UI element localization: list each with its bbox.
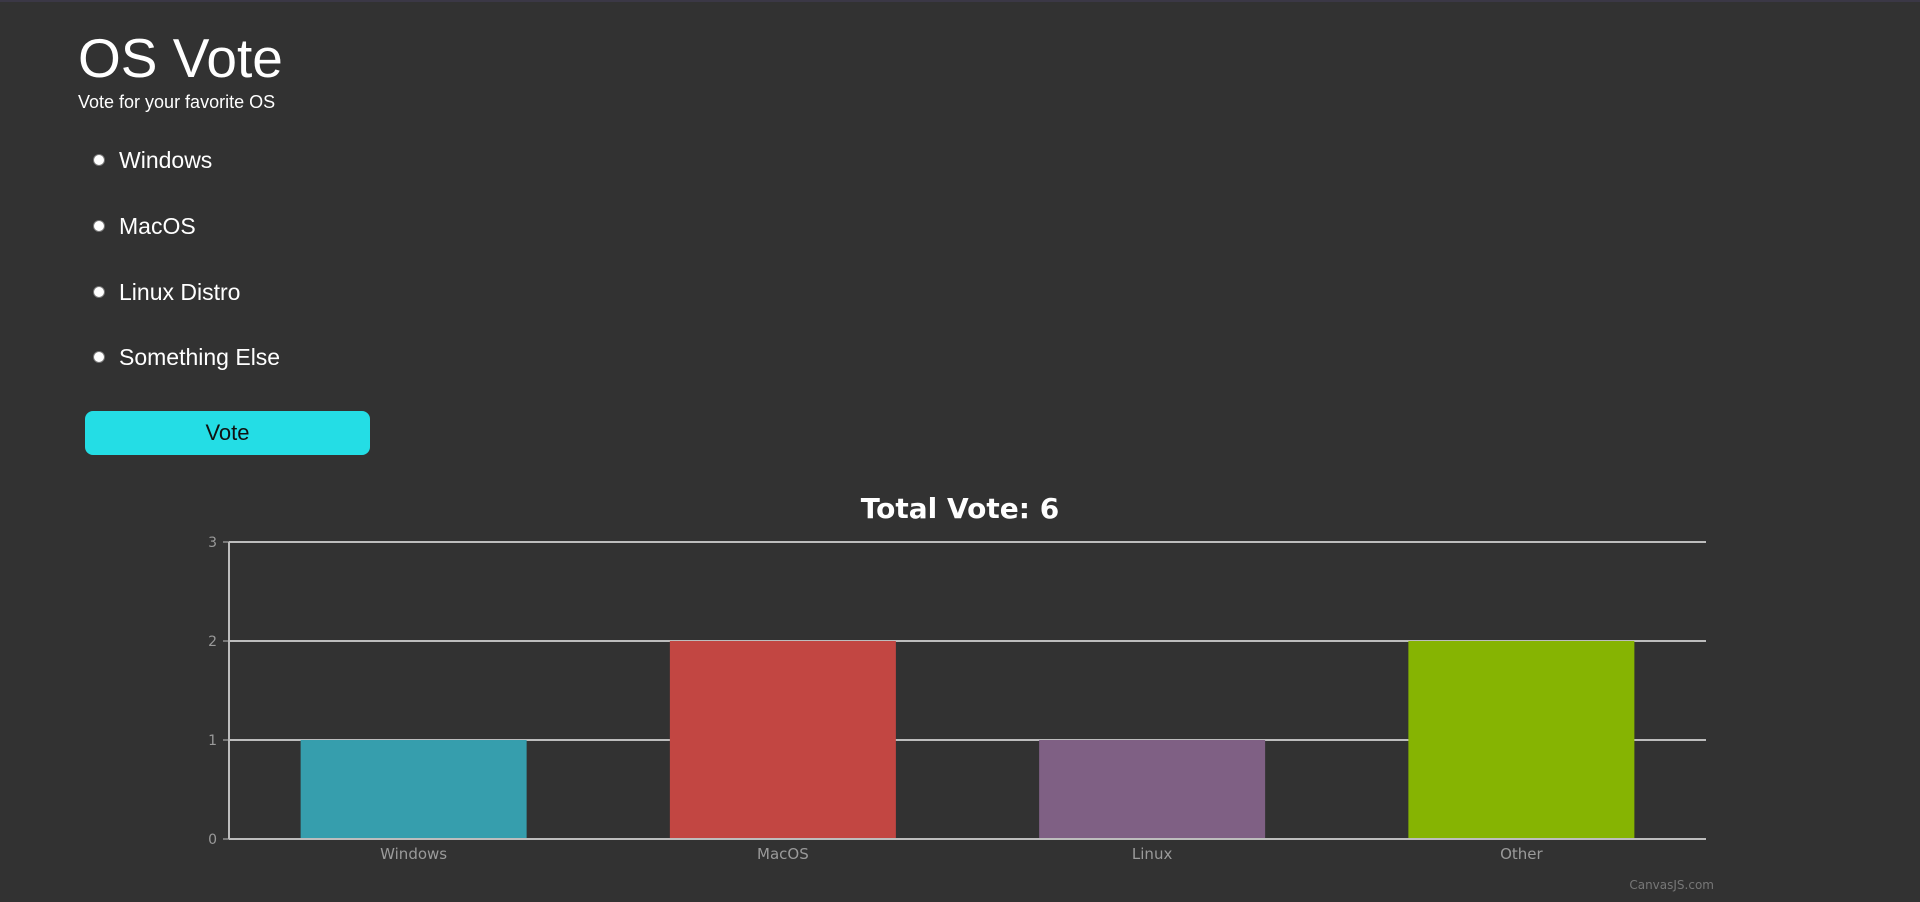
radio-windows[interactable] [93, 154, 105, 166]
radio-something-else[interactable] [93, 351, 105, 363]
x-tick-label: MacOS [757, 845, 809, 863]
x-tick-label: Linux [1132, 845, 1173, 863]
option-windows[interactable]: Windows [92, 145, 412, 175]
option-something-else[interactable]: Something Else [92, 342, 412, 372]
bar-linux [1039, 740, 1266, 839]
y-tick-label: 3 [208, 535, 217, 551]
top-border [0, 0, 1920, 2]
option-label: Something Else [119, 344, 281, 370]
page-title: OS Vote [78, 27, 283, 89]
vote-chart: Total Vote: 6 0 1 2 3 Windows MacOS Linux Other C… [208, 492, 1714, 892]
option-linux[interactable]: Linux Distro [92, 277, 412, 307]
bar-windows [300, 740, 527, 839]
x-tick-label: Other [1500, 845, 1543, 863]
y-tick-label: 2 [208, 634, 217, 650]
x-tick-label: Windows [380, 845, 447, 863]
bar-macos [669, 641, 896, 839]
option-label: Windows [119, 147, 213, 173]
vote-button[interactable]: Vote [85, 411, 370, 455]
page-subtitle: Vote for your favorite OS [78, 92, 276, 112]
radio-macos[interactable] [93, 220, 105, 232]
chart-credit: CanvasJS.com [1629, 878, 1714, 892]
option-macos[interactable]: MacOS [92, 211, 412, 241]
y-tick-label: 0 [208, 832, 217, 848]
radio-linux[interactable] [93, 286, 105, 298]
chart-title: Total Vote: 6 [861, 492, 1059, 525]
bar-other [1408, 641, 1635, 839]
y-tick-label: 1 [208, 733, 217, 749]
option-label: Linux Distro [119, 279, 241, 305]
option-label: MacOS [119, 213, 196, 239]
